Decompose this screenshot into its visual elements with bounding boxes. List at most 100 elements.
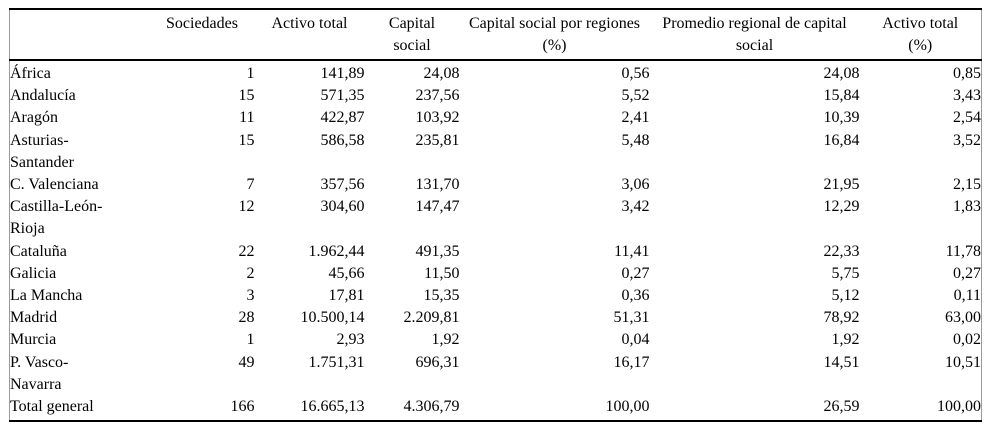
value-cell: 21,95 xyxy=(823,176,860,194)
financial-table: Sociedades Activo total Capital social C… xyxy=(9,8,982,423)
value-cell: 5,12 xyxy=(831,287,860,305)
value-cell: 22 xyxy=(238,242,255,260)
value-cell: 1,92 xyxy=(431,331,460,349)
table-row: África 1 141,89 24,08 0,56 24,08 0,85 xyxy=(10,60,982,85)
table-row: P. Vasco- Navarra 49 1.751,31 696,31 16,… xyxy=(10,352,982,396)
region-cell: Madrid xyxy=(10,309,58,327)
column-header-activo-total-pct: Activo total (%) xyxy=(859,9,982,61)
value-cell: 16,84 xyxy=(823,131,860,149)
table-row: Andalucía 15 571,35 237,56 5,52 15,84 3,… xyxy=(10,85,982,107)
value-cell: 2,54 xyxy=(953,109,981,127)
table-row: Galicia 2 45,66 11,50 0,27 5,75 0,27 xyxy=(10,263,982,285)
value-cell: 49 xyxy=(238,353,255,371)
value-cell: 24,08 xyxy=(823,65,860,82)
column-header-promedio-regional: Promedio regional de capital social xyxy=(649,9,860,61)
value-cell: 304,60 xyxy=(320,198,365,216)
value-cell: 0,27 xyxy=(621,264,650,282)
region-cell: Castilla-León- Rioja xyxy=(10,198,103,238)
value-cell: 103,92 xyxy=(415,109,460,127)
value-cell: 0,36 xyxy=(621,287,650,305)
value-cell: 14,51 xyxy=(823,353,860,371)
value-cell: 24,08 xyxy=(423,65,460,82)
value-cell: 15 xyxy=(238,87,255,105)
column-header-capital-social-por-regiones: Capital social por regiones (%) xyxy=(459,9,650,61)
region-cell: La Mancha xyxy=(10,287,83,305)
region-cell: C. Valenciana xyxy=(10,176,99,194)
value-cell: 586,58 xyxy=(320,131,365,149)
value-cell: 4.306,79 xyxy=(403,398,460,416)
value-cell: 12,29 xyxy=(823,198,860,216)
region-cell: Asturias- Santander xyxy=(10,131,74,171)
table-row: Aragón 11 422,87 103,92 2,41 10,39 2,54 xyxy=(10,107,982,129)
region-cell: P. Vasco- Navarra xyxy=(10,353,69,393)
value-cell: 2 xyxy=(246,264,255,282)
column-header-region xyxy=(9,9,150,61)
value-cell: 1 xyxy=(246,331,255,349)
value-cell: 7 xyxy=(246,176,255,194)
region-cell: Galicia xyxy=(10,264,57,282)
value-cell: 0,27 xyxy=(953,264,981,282)
value-cell: 1,92 xyxy=(831,331,860,349)
table-row: Asturias- Santander 15 586,58 235,81 5,4… xyxy=(10,130,982,174)
value-cell: 147,47 xyxy=(415,198,460,216)
value-cell: 100,00 xyxy=(605,398,650,416)
table-row-total: Total general 166 16.665,13 4.306,79 100… xyxy=(10,396,982,421)
table-row: C. Valenciana 7 357,56 131,70 3,06 21,95… xyxy=(10,174,982,196)
region-cell: Cataluña xyxy=(10,242,67,260)
value-cell: 1.751,31 xyxy=(308,353,365,371)
value-cell: 422,87 xyxy=(320,109,365,127)
value-cell: 17,81 xyxy=(328,287,365,305)
value-cell: 3,52 xyxy=(953,131,981,149)
value-cell: 3,42 xyxy=(621,198,650,216)
value-cell: 11 xyxy=(239,109,255,127)
value-cell: 0,85 xyxy=(953,65,981,82)
value-cell: 2.209,81 xyxy=(403,309,460,327)
region-cell: África xyxy=(10,65,51,82)
value-cell: 1.962,44 xyxy=(308,242,365,260)
value-cell: 5,48 xyxy=(621,131,650,149)
value-cell: 10,39 xyxy=(823,109,860,127)
value-cell: 22,33 xyxy=(823,242,860,260)
table-row: Cataluña 22 1.962,44 491,35 11,41 22,33 … xyxy=(10,241,982,263)
region-cell: Murcia xyxy=(10,331,57,349)
value-cell: 5,52 xyxy=(621,87,650,105)
value-cell: 51,31 xyxy=(613,309,650,327)
value-cell: 0,02 xyxy=(953,331,981,349)
value-cell: 3 xyxy=(246,287,255,305)
region-cell: Aragón xyxy=(10,109,58,127)
value-cell: 11,41 xyxy=(614,242,650,260)
value-cell: 1,83 xyxy=(953,198,981,216)
value-cell: 11,50 xyxy=(424,264,460,282)
value-cell: 131,70 xyxy=(415,176,460,194)
value-cell: 1 xyxy=(246,65,255,82)
value-cell: 141,89 xyxy=(320,65,365,82)
value-cell: 15,35 xyxy=(423,287,460,305)
table-row: Castilla-León- Rioja 12 304,60 147,47 3,… xyxy=(10,196,982,240)
value-cell: 491,35 xyxy=(415,242,460,260)
value-cell: 78,92 xyxy=(823,309,860,327)
value-cell: 0,56 xyxy=(621,65,650,82)
value-cell: 235,81 xyxy=(415,131,460,149)
value-cell: 0,04 xyxy=(621,331,650,349)
value-cell: 15 xyxy=(238,131,255,149)
column-header-activo-total: Activo total xyxy=(254,9,365,61)
value-cell: 28 xyxy=(238,309,255,327)
header-row: Sociedades Activo total Capital social C… xyxy=(9,9,982,61)
column-header-sociedades: Sociedades xyxy=(149,9,255,61)
value-cell: 12 xyxy=(238,198,255,216)
value-cell: 696,31 xyxy=(415,353,460,371)
value-cell: 10,51 xyxy=(945,353,981,371)
value-cell: 16.665,13 xyxy=(300,398,365,416)
value-cell: 571,35 xyxy=(320,87,365,105)
value-cell: 100,00 xyxy=(937,398,981,416)
region-cell: Andalucía xyxy=(10,87,76,105)
value-cell: 11,78 xyxy=(945,242,981,260)
region-cell: Total general xyxy=(10,398,94,416)
table-row: Murcia 1 2,93 1,92 0,04 1,92 0,02 xyxy=(10,329,982,351)
value-cell: 16,17 xyxy=(613,353,650,371)
value-cell: 2,41 xyxy=(621,109,650,127)
value-cell: 237,56 xyxy=(415,87,460,105)
value-cell: 2,93 xyxy=(336,331,365,349)
value-cell: 45,66 xyxy=(328,264,365,282)
